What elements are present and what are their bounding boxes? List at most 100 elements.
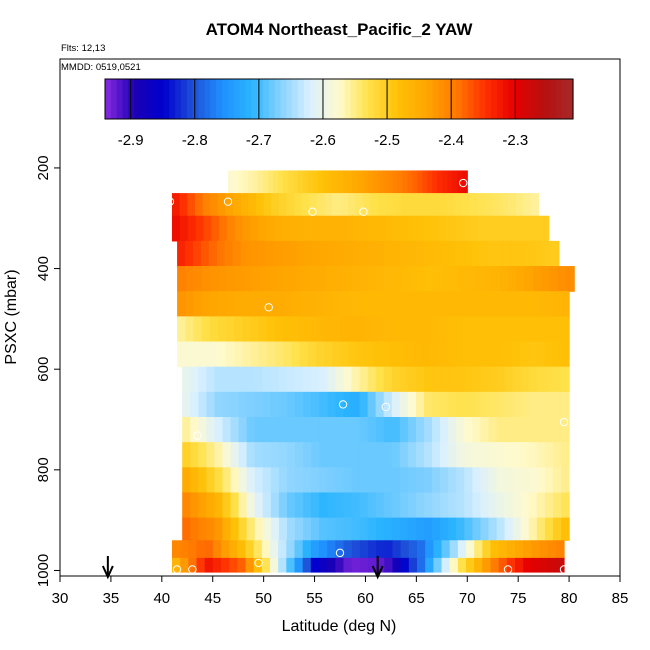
heat-cell [520,442,530,468]
colorbar-swatch [198,79,206,119]
heat-cell [254,391,264,418]
colorbar-swatch [438,79,445,119]
x-tick-label: 55 [306,590,323,607]
heat-cell [355,193,364,217]
heat-cell [511,291,521,317]
heat-cell [561,467,570,494]
heat-cell [202,193,211,217]
heat-cell [214,391,224,418]
colorbar-swatch [432,79,440,119]
heat-cell [477,193,486,217]
heat-cell [474,266,484,292]
heat-cell [397,291,407,317]
heat-cell [254,417,264,443]
heat-cell [485,215,495,242]
heat-cell [492,193,501,217]
heat-cell [405,316,415,343]
heat-cell [550,240,560,267]
heat-cell [324,316,333,343]
heat-cell [200,240,210,267]
heat-cell [425,540,434,559]
heat-cell [270,467,280,494]
heat-cell [286,391,296,418]
heat-cell [432,366,441,393]
heat-cell [327,557,336,573]
heat-cell [332,291,342,317]
heat-cell [351,540,361,559]
heat-cell [417,266,426,292]
heat-cell [400,266,410,292]
heat-cell [399,417,409,443]
heat-cell [391,366,401,393]
heat-cell [222,517,232,541]
heat-cell [238,417,248,443]
heat-cell [488,467,498,494]
heat-cell [496,417,506,443]
heat-cell [408,266,418,292]
x-tick-label: 60 [357,590,374,607]
heat-cell [440,442,449,468]
heat-cell [278,517,288,541]
heat-cell [294,540,304,559]
heat-cell [462,291,472,317]
heat-cell [504,492,514,519]
heat-cell [368,240,377,267]
heat-cell [214,442,224,468]
heat-cell [402,170,409,194]
heat-cell [383,417,393,443]
heat-cell [427,170,433,194]
heat-cell [415,517,425,541]
heat-cell [512,391,522,418]
colorbar-swatch [496,79,504,119]
heat-cell [212,557,222,573]
heat-cell [536,417,546,443]
heat-cell [282,170,289,194]
colorbar-tick-label: -2.3 [502,132,528,149]
heat-cell [360,240,369,267]
x-tick-label: 45 [204,590,221,607]
heat-cell [206,417,216,443]
heat-cell [392,266,402,292]
heat-cell [424,517,433,541]
colorbar-swatch [526,79,533,119]
heat-cell [561,492,570,519]
heat-cell [319,492,328,519]
heat-cell [206,391,216,418]
heat-cell [561,366,570,393]
heat-cell [503,316,513,343]
heat-cell [480,391,490,418]
heat-cell [412,170,419,194]
heat-cell [424,193,433,217]
heat-cell [351,492,361,519]
heat-cell [201,291,211,317]
sample-point [308,207,317,216]
heat-cell [391,240,401,267]
heat-cell [221,557,230,573]
heat-cell [356,291,366,317]
heat-cell [335,467,344,494]
heat-cell [193,316,203,343]
heat-cell [297,170,304,194]
heat-cell [206,492,216,519]
heat-cell [376,557,385,573]
heat-cell [237,170,244,194]
heat-cell [262,467,272,494]
heat-cell [359,442,369,468]
heat-cell [201,266,211,292]
heat-cell [212,540,222,559]
heat-cell [190,517,199,541]
heat-cell [520,341,529,368]
heat-cell [270,517,280,541]
heat-cell [270,391,280,418]
heat-cell [496,467,506,494]
heat-cell [399,240,409,267]
heat-cell [359,467,369,494]
heat-cell [422,170,428,194]
heat-cell [367,492,377,519]
heat-cell [299,316,309,343]
colorbar-swatch [192,79,200,119]
heat-cell [177,341,186,368]
y-tick-label: 400 [35,256,52,281]
heat-cell [201,341,211,368]
colorbar-swatch [257,79,264,119]
